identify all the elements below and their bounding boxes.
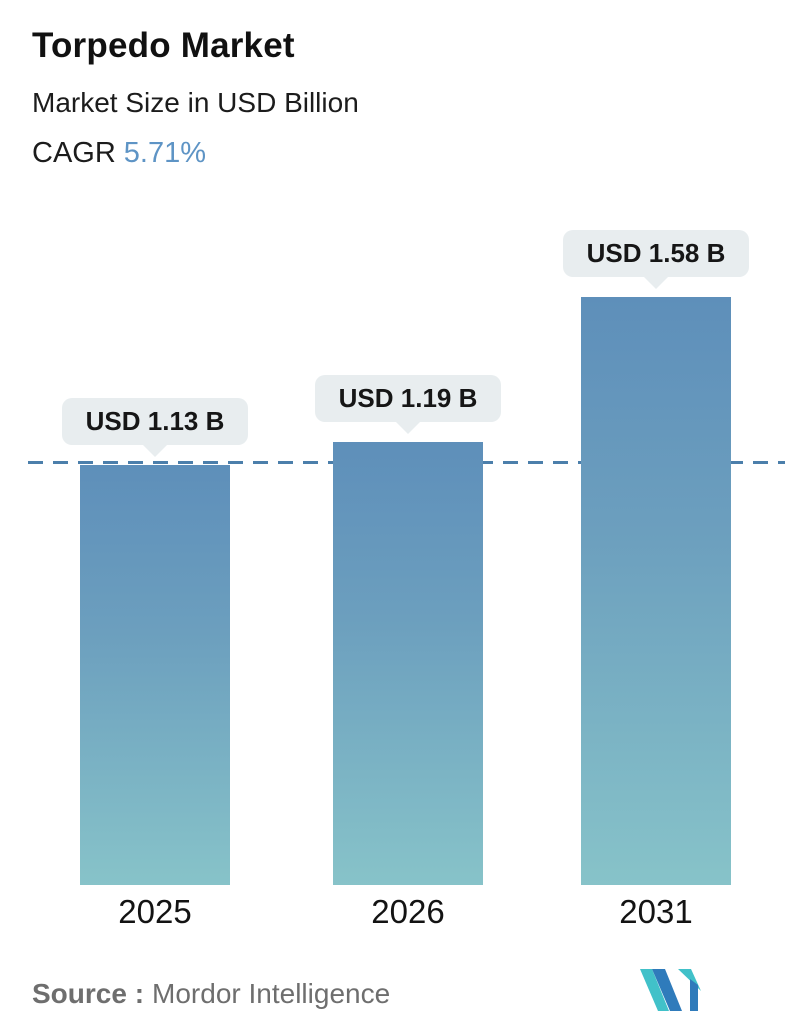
cagr-value: 5.71% xyxy=(123,137,207,169)
x-axis-label-2031: 2031 xyxy=(619,893,693,930)
bar-group-2031: USD 1.58 B xyxy=(562,230,750,885)
x-axis-label-2026: 2026 xyxy=(371,893,445,930)
source-label: Source : xyxy=(32,978,145,1009)
bar-2026 xyxy=(333,442,483,885)
cagr-label: CAGR xyxy=(32,137,116,169)
bubble-pointer-icon xyxy=(142,444,168,457)
bubble-pointer-icon xyxy=(643,276,669,289)
bubble-pointer-icon xyxy=(395,421,421,434)
value-bubble: USD 1.13 B xyxy=(61,398,249,445)
value-bubble: USD 1.19 B xyxy=(314,375,502,422)
x-axis-label-2025: 2025 xyxy=(118,893,192,930)
mordor-intelligence-logo xyxy=(640,969,701,1011)
bar-2025 xyxy=(80,465,230,885)
page-title: Torpedo Market xyxy=(32,26,295,65)
bar-chart: USD 1.13 B USD 1.19 B USD 1.58 B xyxy=(28,230,785,885)
source-line: Source : Mordor Intelligence xyxy=(32,978,390,1010)
bar-group-2026: USD 1.19 B xyxy=(314,375,502,885)
source-value: Mordor Intelligence xyxy=(152,978,391,1009)
chart-subtitle: Market Size in USD Billion xyxy=(32,87,359,118)
bar-2031 xyxy=(581,297,731,885)
bar-group-2025: USD 1.13 B xyxy=(61,398,249,885)
value-bubble: USD 1.58 B xyxy=(562,230,750,277)
cagr-line: CAGR 5.71% xyxy=(32,137,206,170)
